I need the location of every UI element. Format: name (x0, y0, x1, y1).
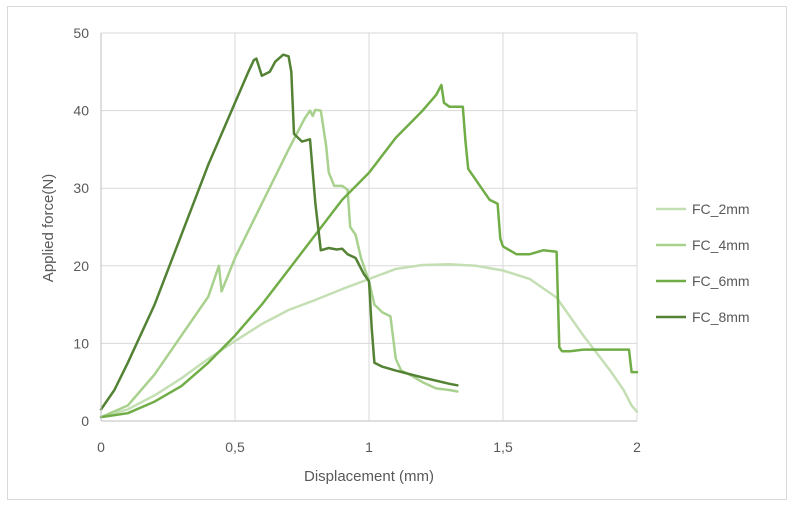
legend-label: FC_2mm (692, 201, 750, 217)
y-tick-label: 0 (81, 413, 89, 429)
gridlines (101, 32, 638, 421)
y-tick-label: 40 (73, 103, 89, 119)
legend: FC_2mm FC_4mm FC_6mm FC_8mm (656, 201, 750, 325)
y-tick-label: 30 (73, 180, 89, 196)
x-tick-label: 1,5 (493, 439, 513, 455)
series-line-fc-4mm (99, 108, 459, 419)
chart-svg: 0 10 20 30 40 50 0 0,5 1 1,5 2 Displacement (mm) A… (40, 25, 750, 485)
y-tick-label: 50 (73, 25, 89, 41)
y-axis-title: Applied force(N) (40, 174, 57, 282)
axes: 0 10 20 30 40 50 0 0,5 1 1,5 2 (73, 25, 641, 455)
x-tick-label: 1 (365, 439, 373, 455)
y-tick-label: 20 (73, 258, 89, 274)
y-tick-label: 10 (73, 335, 89, 351)
x-axis-title: Displacement (mm) (304, 468, 434, 485)
chart-area: 0 10 20 30 40 50 0 0,5 1 1,5 2 Displacement (mm) A… (7, 6, 787, 500)
series-line-fc-8mm (99, 53, 459, 411)
legend-label: FC_6mm (692, 273, 750, 289)
x-tick-label: 0 (97, 439, 105, 455)
x-tick-label: 0,5 (225, 439, 245, 455)
series-line-fc-2mm (99, 262, 639, 419)
series-line-fc-6mm (99, 83, 639, 419)
legend-label: FC_8mm (692, 309, 750, 325)
series-lines (99, 53, 639, 419)
x-tick-label: 2 (633, 439, 641, 455)
legend-label: FC_4mm (692, 237, 750, 253)
